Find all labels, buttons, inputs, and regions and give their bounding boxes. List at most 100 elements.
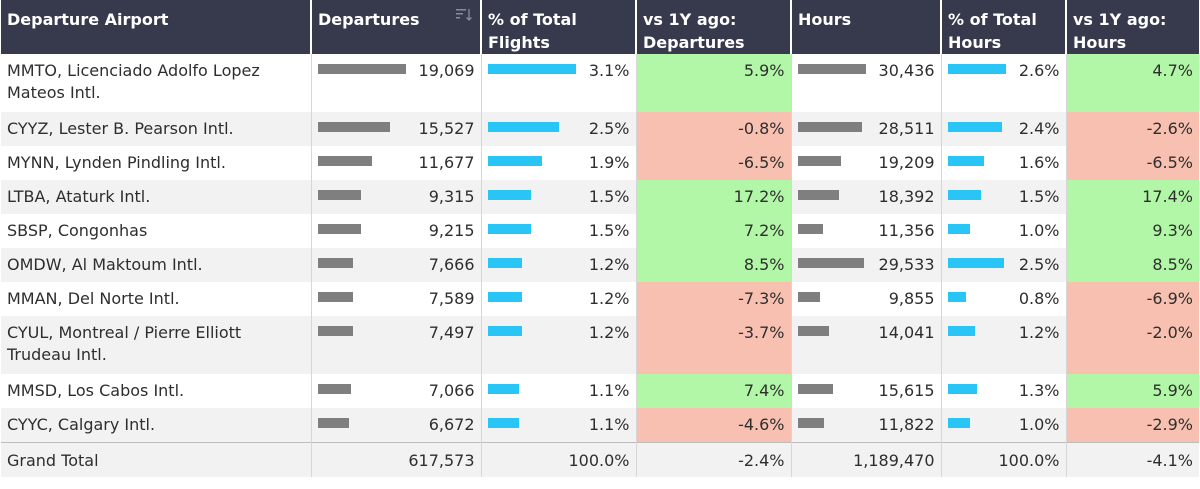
- pct-flights-bar: [487, 258, 522, 268]
- table-row[interactable]: CYUL, Montreal / Pierre Elliott Trudeau …: [1, 316, 1199, 374]
- pct-flights-wrap: 1.2%: [487, 322, 630, 344]
- hours-cell: 19,209: [791, 146, 942, 180]
- hours-wrap: 11,356: [797, 220, 935, 242]
- departures-wrap: 11,677: [317, 152, 475, 174]
- header-departures[interactable]: Departures: [311, 0, 482, 54]
- departures-wrap: 7,589: [317, 288, 475, 310]
- departures-value: 7,589: [428, 289, 475, 308]
- pct-flights-wrap: 1.1%: [487, 380, 630, 402]
- table-row[interactable]: OMDW, Al Maktoum Intl. 7,666 1.2% 8.5% 29,53…: [1, 248, 1199, 282]
- hours-bar: [797, 122, 862, 132]
- hours-value: 19,209: [878, 153, 935, 172]
- pct-hours-bar: [947, 224, 970, 234]
- pct-hours-bar: [947, 122, 1002, 132]
- pct-hours-cell: 2.6%: [941, 54, 1067, 112]
- table-row[interactable]: CYYC, Calgary Intl. 6,672 1.1% -4.6% 11,822 1…: [1, 408, 1199, 442]
- hours-cell: 9,855: [791, 282, 942, 316]
- pct-flights-cell: 1.2%: [481, 316, 637, 374]
- pct-flights-cell: 3.1%: [481, 54, 637, 112]
- sort-descending-icon[interactable]: [456, 8, 472, 22]
- departures-cell: 7,497: [311, 316, 482, 374]
- pct-flights-bar: [487, 156, 542, 166]
- pct-flights-value: 2.5%: [588, 119, 630, 138]
- departures-value: 9,315: [428, 187, 475, 206]
- header-pct-total-hours[interactable]: % of Total Hours: [941, 0, 1067, 54]
- departures-value: 7,666: [428, 255, 475, 274]
- departures-wrap: 7,497: [317, 322, 475, 344]
- departures-value: 19,069: [418, 61, 475, 80]
- pct-flights-value: 1.2%: [588, 323, 630, 342]
- table-row[interactable]: MMSD, Los Cabos Intl. 7,066 1.1% 7.4% 15,615…: [1, 374, 1199, 408]
- pct-flights-wrap: 1.5%: [487, 186, 630, 208]
- pct-hours-cell: 1.0%: [941, 214, 1067, 248]
- hours-bar: [797, 64, 866, 74]
- hours-value: 28,511: [878, 119, 935, 138]
- pct-hours-wrap: 0.8%: [947, 288, 1060, 310]
- table-row[interactable]: SBSP, Congonhas 9,215 1.5% 7.2% 11,356 1.0% 9.…: [1, 214, 1199, 248]
- pct-flights-cell: 1.1%: [481, 408, 637, 442]
- table-row[interactable]: MMTO, Licenciado Adolfo Lopez Mateos Int…: [1, 54, 1199, 112]
- pct-flights-bar: [487, 64, 576, 74]
- pct-flights-value: 1.5%: [588, 187, 630, 206]
- hours-wrap: 29,533: [797, 254, 935, 276]
- hours-value: 30,436: [878, 61, 935, 80]
- pct-hours-bar: [947, 258, 1004, 268]
- grand-total-vs-hours: -4.1%: [1066, 441, 1199, 477]
- pct-flights-wrap: 3.1%: [487, 60, 630, 82]
- pct-hours-bar: [947, 326, 975, 336]
- pct-flights-wrap: 1.9%: [487, 152, 630, 174]
- hours-value: 14,041: [878, 323, 935, 342]
- departures-value: 7,066: [428, 381, 475, 400]
- pct-flights-bar: [487, 292, 522, 302]
- header-vs-1y-departures[interactable]: vs 1Y ago: Departures: [636, 0, 792, 54]
- pct-hours-cell: 0.8%: [941, 282, 1067, 316]
- vs-1y-departures-value: 5.9%: [636, 54, 792, 112]
- pct-hours-bar: [947, 384, 977, 394]
- header-pct-total-flights[interactable]: % of Total Flights: [481, 0, 637, 54]
- grand-total-label: Grand Total: [1, 441, 312, 477]
- table-row[interactable]: LTBA, Ataturk Intl. 9,315 1.5% 17.2% 18,392 1…: [1, 180, 1199, 214]
- vs-1y-hours-value: 5.9%: [1066, 374, 1199, 408]
- grand-total-hours: 1,189,470: [791, 441, 942, 477]
- hours-cell: 15,615: [791, 374, 942, 408]
- pct-hours-wrap: 2.4%: [947, 118, 1060, 140]
- pct-hours-cell: 1.0%: [941, 408, 1067, 442]
- vs-1y-hours-value: 17.4%: [1066, 180, 1199, 214]
- departures-cell: 19,069: [311, 54, 482, 112]
- vs-1y-hours-value: 4.7%: [1066, 54, 1199, 112]
- table-row[interactable]: MMAN, Del Norte Intl. 7,589 1.2% -7.3% 9,855…: [1, 282, 1199, 316]
- pct-flights-cell: 1.9%: [481, 146, 637, 180]
- pct-hours-wrap: 1.3%: [947, 380, 1060, 402]
- pct-flights-cell: 1.5%: [481, 180, 637, 214]
- departures-bar: [317, 418, 349, 428]
- hours-cell: 18,392: [791, 180, 942, 214]
- departures-wrap: 15,527: [317, 118, 475, 140]
- pct-flights-cell: 1.1%: [481, 374, 637, 408]
- table-row[interactable]: CYYZ, Lester B. Pearson Intl. 15,527 2.5% -…: [1, 112, 1199, 146]
- header-hours[interactable]: Hours: [791, 0, 942, 54]
- hours-bar: [797, 224, 823, 234]
- grand-total-vs-departures: -2.4%: [636, 441, 792, 477]
- pct-flights-wrap: 1.5%: [487, 220, 630, 242]
- airport-name: SBSP, Congonhas: [1, 214, 312, 248]
- header-vs-1y-hours[interactable]: vs 1Y ago: Hours: [1066, 0, 1199, 54]
- pct-flights-cell: 1.5%: [481, 214, 637, 248]
- pct-hours-cell: 2.4%: [941, 112, 1067, 146]
- vs-1y-hours-value: -2.9%: [1066, 408, 1199, 442]
- departures-bar: [317, 326, 353, 336]
- pct-hours-wrap: 1.2%: [947, 322, 1060, 344]
- hours-wrap: 15,615: [797, 380, 935, 402]
- pct-flights-value: 1.1%: [588, 381, 630, 400]
- pct-flights-cell: 1.2%: [481, 248, 637, 282]
- departures-wrap: 19,069: [317, 60, 475, 82]
- departures-cell: 9,215: [311, 214, 482, 248]
- pct-hours-value: 2.4%: [1018, 119, 1060, 138]
- departures-cell: 9,315: [311, 180, 482, 214]
- header-departure-airport[interactable]: Departure Airport: [1, 0, 312, 54]
- table-row[interactable]: MYNN, Lynden Pindling Intl. 11,677 1.9% -6.…: [1, 146, 1199, 180]
- departures-bar: [317, 224, 361, 234]
- vs-1y-departures-value: 7.4%: [636, 374, 792, 408]
- hours-bar: [797, 258, 864, 268]
- departures-cell: 11,677: [311, 146, 482, 180]
- hours-cell: 14,041: [791, 316, 942, 374]
